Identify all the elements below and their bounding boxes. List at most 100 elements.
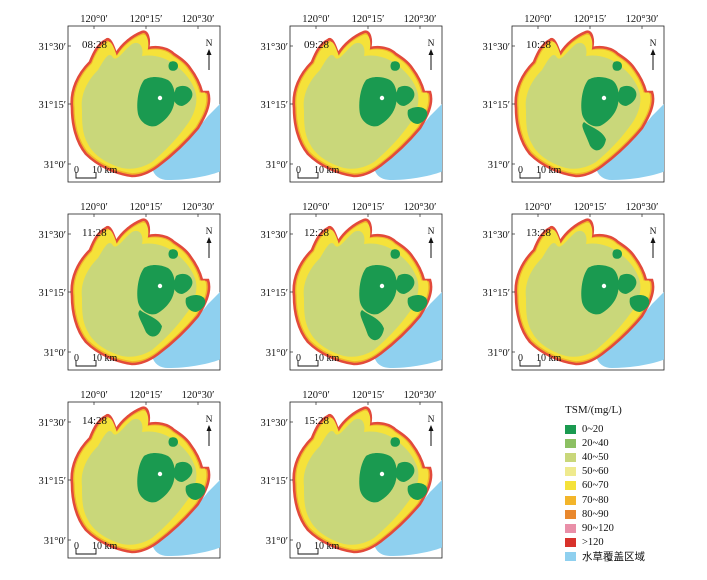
island [601, 95, 607, 101]
svg-text:10 km: 10 km [314, 353, 340, 364]
svg-text:0: 0 [74, 541, 79, 552]
svg-text:N: N [206, 227, 213, 237]
low-tsm-zone [581, 249, 650, 315]
longitude-label: 120°30′ [626, 202, 659, 213]
time-label: 10:28 [526, 39, 552, 51]
map-svg: 120°0′ 120°15′ 120°30′ 31°30′ 31°15′ 31°0′ 13:… [483, 202, 665, 371]
latitude-label: 31°30′ [39, 418, 67, 429]
legend-item: 60~70 [565, 480, 609, 492]
map-content [292, 30, 442, 180]
latitude-label: 31°30′ [39, 42, 67, 53]
legend-label: 90~120 [582, 522, 614, 534]
map-panel-0828: 120°0′ 120°15′ 120°30′ 31°30′ 31°15′ 31°0′ 08:… [39, 14, 280, 204]
map-frame-group: 120°0′ 120°15′ 120°30′ 31°30′ 31°15′ 31°0′ 09:… [261, 14, 443, 183]
time-label: 09:28 [304, 39, 330, 51]
time-label: 11:28 [82, 227, 107, 239]
low-tsm-zone [359, 437, 428, 503]
svg-text:0: 0 [74, 353, 79, 364]
latitude-label: 31°0′ [266, 348, 288, 359]
longitude-label: 120°30′ [404, 14, 437, 25]
map-panel-1228: 120°0′ 120°15′ 120°30′ 31°30′ 31°15′ 31°0′ 12:… [261, 202, 502, 392]
svg-text:N: N [650, 227, 657, 237]
legend-label: 70~80 [582, 494, 609, 506]
time-label: 13:28 [526, 227, 552, 239]
legend-item: 50~60 [565, 466, 609, 478]
latitude-label: 31°15′ [261, 100, 289, 111]
legend-swatch [565, 509, 576, 519]
longitude-label: 120°0′ [80, 202, 108, 213]
longitude-label: 120°30′ [182, 202, 215, 213]
svg-text:N: N [206, 39, 213, 49]
legend-label: 80~90 [582, 508, 609, 520]
svg-text:N: N [428, 39, 435, 49]
legend-swatch [565, 424, 576, 434]
latitude-label: 31°15′ [39, 100, 67, 111]
svg-text:N: N [428, 415, 435, 425]
map-svg: 120°0′ 120°15′ 120°30′ 31°30′ 31°15′ 31°0′ 11:… [39, 202, 221, 371]
svg-text:0: 0 [296, 165, 301, 176]
longitude-label: 120°0′ [524, 202, 552, 213]
low-tsm-zone [359, 61, 428, 127]
legend-label: 水草覆盖区域 [582, 552, 645, 564]
scale-bar: 0 10 km [296, 165, 340, 179]
map-frame-group: 120°0′ 120°15′ 120°30′ 31°30′ 31°15′ 31°0′ 08:… [39, 14, 221, 183]
svg-text:0: 0 [74, 165, 79, 176]
latitude-label: 31°30′ [261, 230, 289, 241]
legend-item: 20~40 [565, 437, 609, 449]
scale-bar: 0 10 km [74, 165, 118, 179]
north-arrow-icon: N [428, 415, 435, 446]
legend-label: 50~60 [582, 466, 609, 478]
legend-label: 0~20 [582, 423, 604, 435]
island [379, 95, 385, 101]
legend-swatch [565, 538, 576, 548]
island [379, 283, 385, 289]
map-panel-1328: 120°0′ 120°15′ 120°30′ 31°30′ 31°15′ 31°0′ 13:… [483, 202, 707, 392]
map-content [514, 218, 664, 368]
legend: TSM/(mg/L) 0~20 20~40 40~50 50~60 60~70 70~80… [565, 404, 705, 569]
map-content [292, 218, 442, 368]
longitude-label: 120°15′ [352, 390, 385, 401]
low-tsm-zone [581, 61, 637, 151]
legend-label: 20~40 [582, 437, 609, 449]
map-panel-1028: 120°0′ 120°15′ 120°30′ 31°30′ 31°15′ 31°0′ 10:… [483, 14, 707, 204]
legend-label: >120 [582, 537, 604, 549]
north-arrow-icon: N [650, 39, 657, 70]
svg-text:10 km: 10 km [92, 353, 118, 364]
longitude-label: 120°15′ [574, 202, 607, 213]
legend-item: 90~120 [565, 522, 614, 534]
legend-item: 40~50 [565, 451, 609, 463]
scale-bar: 0 10 km [518, 353, 562, 367]
latitude-label: 31°15′ [39, 476, 67, 487]
low-tsm-zone [137, 437, 206, 503]
legend-swatch [565, 481, 576, 491]
legend-swatch [565, 438, 576, 448]
svg-text:N: N [428, 227, 435, 237]
legend-swatch [565, 495, 576, 505]
north-arrow-icon: N [206, 415, 213, 446]
north-arrow-icon: N [650, 227, 657, 258]
scale-bar: 0 10 km [518, 165, 562, 179]
latitude-label: 31°30′ [39, 230, 67, 241]
map-panel-1528: 120°0′ 120°15′ 120°30′ 31°30′ 31°15′ 31°0′ 15:… [261, 390, 502, 580]
latitude-label: 31°15′ [39, 288, 67, 299]
latitude-label: 31°0′ [44, 160, 66, 171]
svg-text:N: N [650, 39, 657, 49]
island [157, 283, 163, 289]
map-panel-0928: 120°0′ 120°15′ 120°30′ 31°30′ 31°15′ 31°0′ 09:… [261, 14, 502, 204]
map-content [514, 30, 664, 180]
map-frame-group: 120°0′ 120°15′ 120°30′ 31°30′ 31°15′ 31°0′ 12:… [261, 202, 443, 371]
legend-item: 70~80 [565, 494, 609, 506]
low-tsm-zone [137, 61, 193, 127]
latitude-label: 31°0′ [44, 536, 66, 547]
north-arrow-icon: N [428, 227, 435, 258]
map-content [70, 406, 220, 556]
latitude-label: 31°0′ [44, 348, 66, 359]
island [379, 471, 385, 477]
scale-bar: 0 10 km [74, 541, 118, 555]
longitude-label: 120°30′ [182, 390, 215, 401]
svg-text:10 km: 10 km [92, 541, 118, 552]
longitude-label: 120°30′ [182, 14, 215, 25]
longitude-label: 120°15′ [130, 202, 163, 213]
time-label: 14:28 [82, 415, 108, 427]
map-svg: 120°0′ 120°15′ 120°30′ 31°30′ 31°15′ 31°0′ 15:… [261, 390, 443, 559]
